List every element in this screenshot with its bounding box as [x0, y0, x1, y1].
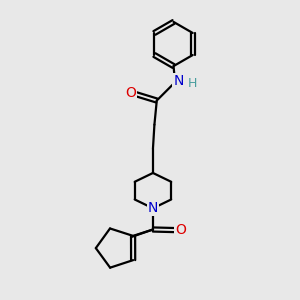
- Text: O: O: [125, 86, 136, 100]
- Text: N: N: [148, 201, 158, 215]
- Text: H: H: [188, 77, 197, 90]
- Text: O: O: [176, 223, 186, 237]
- Text: N: N: [173, 74, 184, 88]
